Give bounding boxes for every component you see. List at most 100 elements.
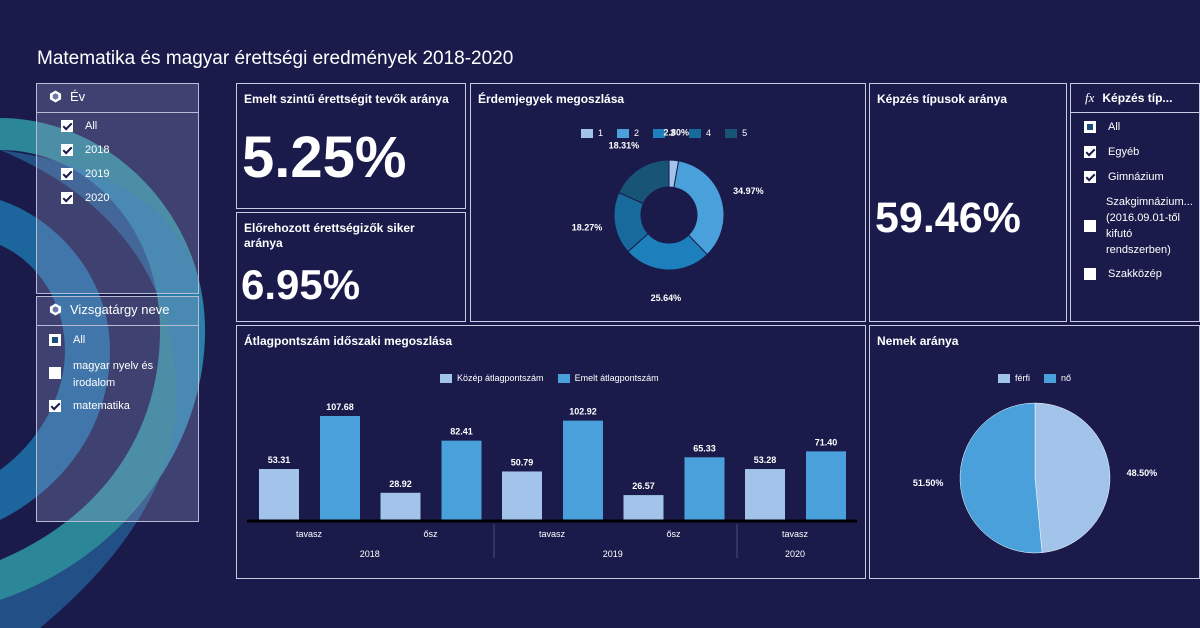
x-tick-label: tavasz bbox=[539, 529, 566, 539]
legend-item: 2 bbox=[617, 128, 639, 138]
checkbox[interactable] bbox=[1084, 146, 1096, 158]
legend-item: Közép átlagpontszám bbox=[440, 373, 544, 383]
function-icon: fx bbox=[1085, 90, 1095, 105]
subject-filter-label: Vizsgatárgy neve bbox=[70, 302, 170, 317]
pie-label: 51.50% bbox=[913, 478, 944, 488]
subject-option-magyar[interactable]: magyar nyelv és irodalom bbox=[49, 358, 189, 392]
x-tick-label: ősz bbox=[666, 529, 681, 539]
training-option-szakkozep[interactable]: Szakközép bbox=[1084, 266, 1162, 283]
bar bbox=[441, 440, 482, 521]
checkbox[interactable] bbox=[61, 168, 73, 180]
year-filter-label: Év bbox=[70, 89, 86, 104]
bar bbox=[502, 471, 542, 521]
year-option-2018[interactable]: 2018 bbox=[61, 142, 109, 159]
checkbox[interactable] bbox=[1084, 121, 1096, 133]
kpi-value: 5.25% bbox=[242, 125, 407, 190]
training-option-szakgimnazium[interactable]: Szakgimnázium... (2016.09.01-től kifutó … bbox=[1084, 194, 1198, 258]
bar-label: 82.41 bbox=[450, 427, 473, 437]
checkbox[interactable] bbox=[49, 334, 61, 346]
group-label: 2020 bbox=[785, 549, 805, 559]
page-title: Matematika és magyar érettségi eredménye… bbox=[37, 48, 514, 69]
pie-chart: 48.50% 51.50% bbox=[913, 402, 1158, 554]
training-option-all[interactable]: All bbox=[1084, 119, 1120, 136]
checkbox[interactable] bbox=[1084, 171, 1096, 183]
subject-filter[interactable]: Vizsgatárgy neve All magyar nyelv és iro… bbox=[36, 296, 199, 522]
year-filter[interactable]: Év All 2018 2019 2020 bbox=[36, 83, 199, 294]
training-ratio-panel: Képzés típusok aránya 59.46% bbox=[869, 83, 1067, 322]
bar-label: 107.68 bbox=[326, 402, 354, 412]
panel-title: Emelt szintű érettségit tevők aránya bbox=[244, 92, 449, 106]
training-type-filter[interactable]: fx Képzés típ... All Egyéb Gimnázium Sza… bbox=[1070, 83, 1200, 322]
pie-slice bbox=[1034, 402, 1111, 553]
bar-chart: 53.31 107.68 tavasz 28.92 82.41 ősz 50.79 102.9… bbox=[247, 402, 857, 559]
chart-legend: Közép átlagpontszám Emelt átlagpontszám bbox=[440, 373, 659, 383]
year-filter-header: Év bbox=[49, 89, 85, 104]
panel-title: Képzés típusok aránya bbox=[877, 92, 1008, 106]
year-option-all[interactable]: All bbox=[61, 118, 97, 135]
year-option-2019[interactable]: 2019 bbox=[61, 166, 109, 183]
training-option-gimnazium[interactable]: Gimnázium bbox=[1084, 169, 1164, 186]
panel-title: Átlagpontszám időszaki megoszlása bbox=[244, 334, 453, 348]
bar-label: 50.79 bbox=[511, 457, 534, 467]
bar-label: 65.33 bbox=[693, 443, 716, 453]
donut-slice bbox=[673, 160, 725, 256]
bar-label: 71.40 bbox=[815, 437, 838, 447]
divider bbox=[1071, 112, 1199, 113]
year-option-2020[interactable]: 2020 bbox=[61, 190, 109, 207]
donut-label: 18.31% bbox=[609, 140, 640, 150]
legend-item: 4 bbox=[689, 128, 711, 138]
donut-label: 25.64% bbox=[651, 293, 682, 303]
legend-item: Emelt átlagpontszám bbox=[557, 373, 659, 383]
checkbox[interactable] bbox=[61, 192, 73, 204]
donut-label: 2.80% bbox=[664, 127, 690, 137]
checkbox[interactable] bbox=[61, 144, 73, 156]
panel-title: Nemek aránya bbox=[877, 334, 959, 348]
bar-label: 28.92 bbox=[389, 479, 412, 489]
donut-slice bbox=[618, 159, 670, 205]
early-success-panel: Előrehozott érettségizők siker aránya 6.… bbox=[236, 212, 466, 322]
subject-option-all[interactable]: All bbox=[49, 332, 85, 349]
bar bbox=[684, 457, 725, 521]
bar bbox=[380, 492, 421, 521]
checkbox[interactable] bbox=[61, 120, 73, 132]
legend-item: 5 bbox=[725, 128, 747, 138]
x-tick-label: ősz bbox=[423, 529, 438, 539]
bar-label: 53.31 bbox=[268, 455, 291, 465]
bar bbox=[563, 420, 603, 521]
donut-chart: 2.80% 34.97% 25.64% 18.27% 18.31% bbox=[572, 127, 764, 303]
kpi-value: 59.46% bbox=[875, 194, 1021, 242]
training-option-egyeb[interactable]: Egyéb bbox=[1084, 144, 1139, 161]
group-label: 2019 bbox=[603, 549, 623, 559]
bar bbox=[745, 469, 785, 521]
kpi-value: 6.95% bbox=[241, 261, 361, 308]
bar bbox=[320, 416, 360, 521]
training-filter-header: fx Képzés típ... bbox=[1085, 90, 1172, 106]
chart-legend: 1 2 3 4 5 bbox=[581, 128, 747, 138]
checkbox[interactable] bbox=[49, 367, 61, 379]
bar-label: 26.57 bbox=[632, 481, 655, 491]
advanced-ratio-panel: Emelt szintű érettségit tevők aránya 5.2… bbox=[236, 83, 466, 209]
divider bbox=[37, 112, 198, 113]
panel-title: Érdemjegyek megoszlása bbox=[478, 92, 625, 106]
legend-item: 3 bbox=[653, 128, 675, 138]
hierarchy-icon bbox=[49, 90, 62, 103]
panel-title: Előrehozott érettségizők siker aránya bbox=[244, 221, 415, 250]
legend-item: 1 bbox=[581, 128, 603, 138]
checkbox[interactable] bbox=[49, 400, 61, 412]
checkbox[interactable] bbox=[1084, 220, 1096, 232]
legend-item: férfi bbox=[998, 373, 1030, 383]
bar-label: 53.28 bbox=[754, 455, 777, 465]
pie-label: 48.50% bbox=[1127, 468, 1158, 478]
group-label: 2018 bbox=[360, 549, 380, 559]
subject-option-matematika[interactable]: matematika bbox=[49, 398, 130, 415]
x-tick-label: tavasz bbox=[782, 529, 809, 539]
subject-filter-header: Vizsgatárgy neve bbox=[49, 302, 170, 317]
chart-legend: férfi nő bbox=[998, 373, 1071, 383]
background-decoration bbox=[0, 118, 205, 628]
donut-label: 18.27% bbox=[572, 223, 603, 233]
bar-label: 102.92 bbox=[569, 407, 597, 417]
training-filter-label: Képzés típ... bbox=[1102, 91, 1173, 105]
checkbox[interactable] bbox=[1084, 268, 1096, 280]
gender-ratio-panel: Nemek aránya férfi nő 48.50% 51.50% bbox=[869, 325, 1200, 579]
x-tick-label: tavasz bbox=[296, 529, 323, 539]
